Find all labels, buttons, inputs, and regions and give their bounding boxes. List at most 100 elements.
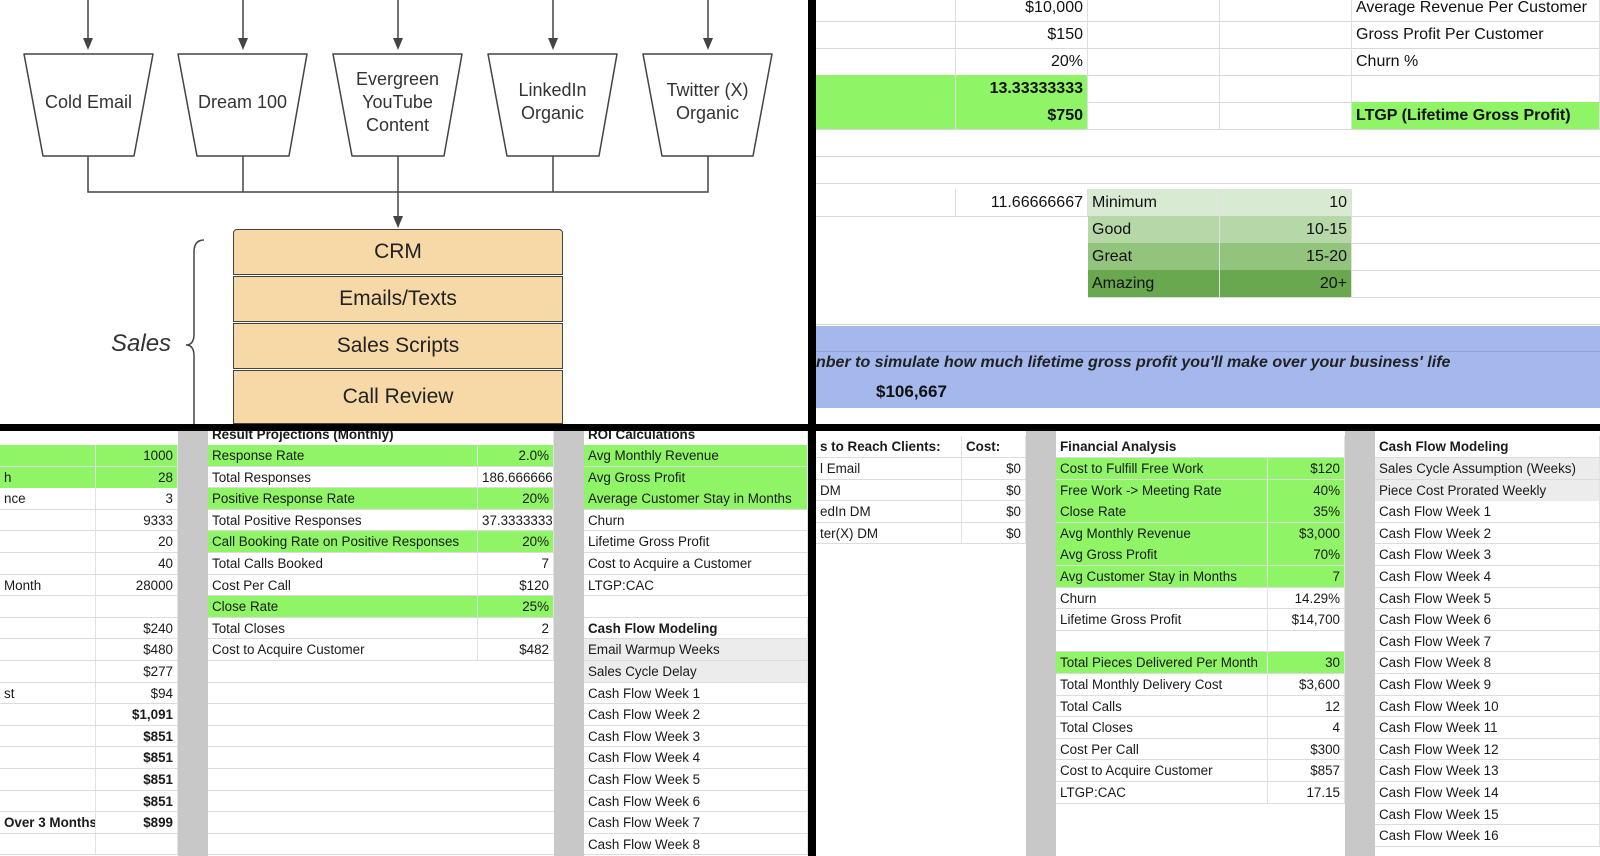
cashflow-row: Cash Flow Week 6 bbox=[584, 790, 808, 813]
ltgp-blank-cell bbox=[816, 21, 956, 48]
projection-value[interactable]: 2.0% bbox=[478, 445, 554, 466]
cashflow-label: Cash Flow Week 3 bbox=[1375, 544, 1600, 566]
projection-value[interactable]: 37.3333333 bbox=[478, 509, 554, 531]
financial-value[interactable]: 7 bbox=[1268, 566, 1345, 587]
cold-email-input-row: Over 3 Months $899 bbox=[0, 812, 178, 834]
ltgp-value[interactable]: $750 bbox=[956, 102, 1088, 129]
tier-range: 15-20 bbox=[1220, 243, 1352, 270]
projection-value[interactable]: $482 bbox=[478, 639, 554, 661]
input-value[interactable]: $851 bbox=[96, 790, 178, 812]
financial-value[interactable]: 30 bbox=[1268, 652, 1345, 674]
lifetime-band: nber to simulate how much lifetime gross… bbox=[816, 326, 1600, 408]
channel-cost[interactable]: $0 bbox=[962, 501, 1026, 523]
ratio-value[interactable]: 11.66666667 bbox=[956, 189, 1088, 216]
input-value[interactable] bbox=[96, 596, 178, 618]
ltgp-label: Average Revenue Per Customer bbox=[1352, 0, 1600, 21]
tier-range: 10-15 bbox=[1220, 216, 1352, 243]
input-label: Month bbox=[0, 574, 96, 596]
financial-value[interactable] bbox=[1268, 630, 1345, 652]
channel-cost[interactable]: $0 bbox=[962, 479, 1026, 501]
cold-email-input-row bbox=[0, 833, 178, 856]
projection-value[interactable]: 25% bbox=[478, 596, 554, 618]
cold-email-input-row: $851 bbox=[0, 747, 178, 769]
roi-row: Average Customer Stay in Months bbox=[584, 488, 808, 510]
input-value[interactable]: $480 bbox=[96, 639, 178, 661]
financial-value[interactable]: $3,000 bbox=[1268, 522, 1345, 544]
input-value[interactable]: 20 bbox=[96, 531, 178, 553]
input-value[interactable]: 3 bbox=[96, 488, 178, 510]
input-value[interactable]: 28000 bbox=[96, 574, 178, 596]
roi-row: Avg Monthly Revenue bbox=[584, 445, 808, 467]
ltgp-value[interactable]: $10,000 bbox=[956, 0, 1088, 21]
cashflow-row: Cash Flow Week 3 bbox=[584, 725, 808, 748]
financial-label: Cost to Fulfill Free Work bbox=[1056, 458, 1268, 479]
financial-label: LTGP:CAC bbox=[1056, 782, 1268, 803]
projection-value[interactable]: 20% bbox=[478, 531, 554, 553]
financial-value[interactable]: 17.15 bbox=[1268, 782, 1345, 803]
projection-empty-row bbox=[208, 726, 554, 748]
cashflow-row: Cash Flow Week 8 bbox=[1375, 652, 1600, 674]
projection-empty-row bbox=[208, 791, 554, 813]
financial-value[interactable]: 12 bbox=[1268, 695, 1345, 717]
ltgp-value[interactable]: 20% bbox=[956, 48, 1088, 75]
cashflow-label: Sales Cycle Assumption (Weeks) bbox=[1375, 458, 1600, 479]
projection-empty-row bbox=[208, 683, 554, 705]
financial-value[interactable]: 14.29% bbox=[1268, 587, 1345, 609]
financial-value[interactable]: $857 bbox=[1268, 760, 1345, 782]
input-value[interactable]: $94 bbox=[96, 682, 178, 704]
input-value[interactable]: $851 bbox=[96, 747, 178, 769]
stack-emails-texts: Emails/Texts bbox=[233, 276, 563, 322]
stack-crm: CRM bbox=[233, 229, 563, 275]
projection-value[interactable]: 186.666666 bbox=[478, 466, 554, 488]
ltgp-empty bbox=[1220, 0, 1352, 21]
input-value[interactable] bbox=[96, 833, 178, 855]
input-value[interactable]: $851 bbox=[96, 769, 178, 790]
channel-cost[interactable]: $0 bbox=[962, 522, 1026, 544]
projections-header-row: Result Projections (Monthly) bbox=[208, 431, 554, 446]
financial-value[interactable]: $300 bbox=[1268, 738, 1345, 760]
input-label bbox=[0, 769, 96, 790]
financial-value[interactable]: 35% bbox=[1268, 501, 1345, 523]
channel-cold-email: Cold Email bbox=[44, 91, 133, 112]
financial-value[interactable]: $120 bbox=[1268, 458, 1345, 479]
channel-label: DM bbox=[816, 479, 962, 501]
projection-value[interactable]: 2 bbox=[478, 617, 554, 639]
financial-row: Total Pieces Delivered Per Month 30 bbox=[1056, 652, 1345, 674]
input-value[interactable]: 1000 bbox=[96, 445, 178, 466]
cashflow-label: Cash Flow Week 1 bbox=[584, 682, 808, 704]
channel-cost[interactable]: $0 bbox=[962, 458, 1026, 479]
ltgp-spreadsheet: $10,000 Average Revenue Per Customer $150 G… bbox=[816, 0, 1600, 424]
projection-value[interactable]: 20% bbox=[478, 488, 554, 510]
financial-value[interactable]: $14,700 bbox=[1268, 609, 1345, 631]
input-value[interactable]: 9333 bbox=[96, 509, 178, 531]
projection-value[interactable]: 7 bbox=[478, 553, 554, 574]
ltgp-blank-cell bbox=[816, 0, 956, 21]
projection-label: Total Responses bbox=[208, 466, 478, 488]
ltgp-row: $10,000 Average Revenue Per Customer bbox=[816, 0, 1600, 22]
input-value[interactable]: 28 bbox=[96, 466, 178, 488]
tier-name: Good bbox=[1088, 216, 1220, 243]
lifetime-total[interactable]: $106,667 bbox=[876, 382, 947, 401]
roi-row: Lifetime Gross Profit bbox=[584, 531, 808, 553]
financial-value[interactable]: $3,600 bbox=[1268, 674, 1345, 695]
channels-header-row: s to Reach Clients: Cost: bbox=[816, 436, 1026, 458]
financial-row: Cost to Acquire Customer $857 bbox=[1056, 760, 1345, 782]
ltgp-value[interactable]: 13.33333333 bbox=[956, 75, 1088, 102]
input-value[interactable]: $240 bbox=[96, 617, 178, 639]
ltgp-value[interactable]: $150 bbox=[956, 21, 1088, 48]
cashflow-row: Cash Flow Week 9 bbox=[1375, 674, 1600, 696]
projection-value[interactable]: $120 bbox=[478, 574, 554, 596]
cashflow-row: Sales Cycle Delay bbox=[584, 661, 808, 683]
financial-value[interactable]: 4 bbox=[1268, 717, 1345, 739]
input-value[interactable]: $277 bbox=[96, 661, 178, 682]
input-value[interactable]: $1,091 bbox=[96, 704, 178, 726]
input-value[interactable]: 40 bbox=[96, 553, 178, 574]
input-value[interactable]: $851 bbox=[96, 725, 178, 747]
input-value[interactable]: $899 bbox=[96, 812, 178, 834]
projection-row: Positive Response Rate 20% bbox=[208, 488, 554, 510]
financial-value[interactable]: 70% bbox=[1268, 544, 1345, 566]
financial-value[interactable]: 40% bbox=[1268, 479, 1345, 501]
roi-label: Avg Monthly Revenue bbox=[584, 445, 808, 466]
free-work-spreadsheet: s to Reach Clients: Cost: l Email $0 DM $0 edI… bbox=[816, 431, 1600, 856]
ltgp-empty bbox=[1088, 75, 1220, 102]
